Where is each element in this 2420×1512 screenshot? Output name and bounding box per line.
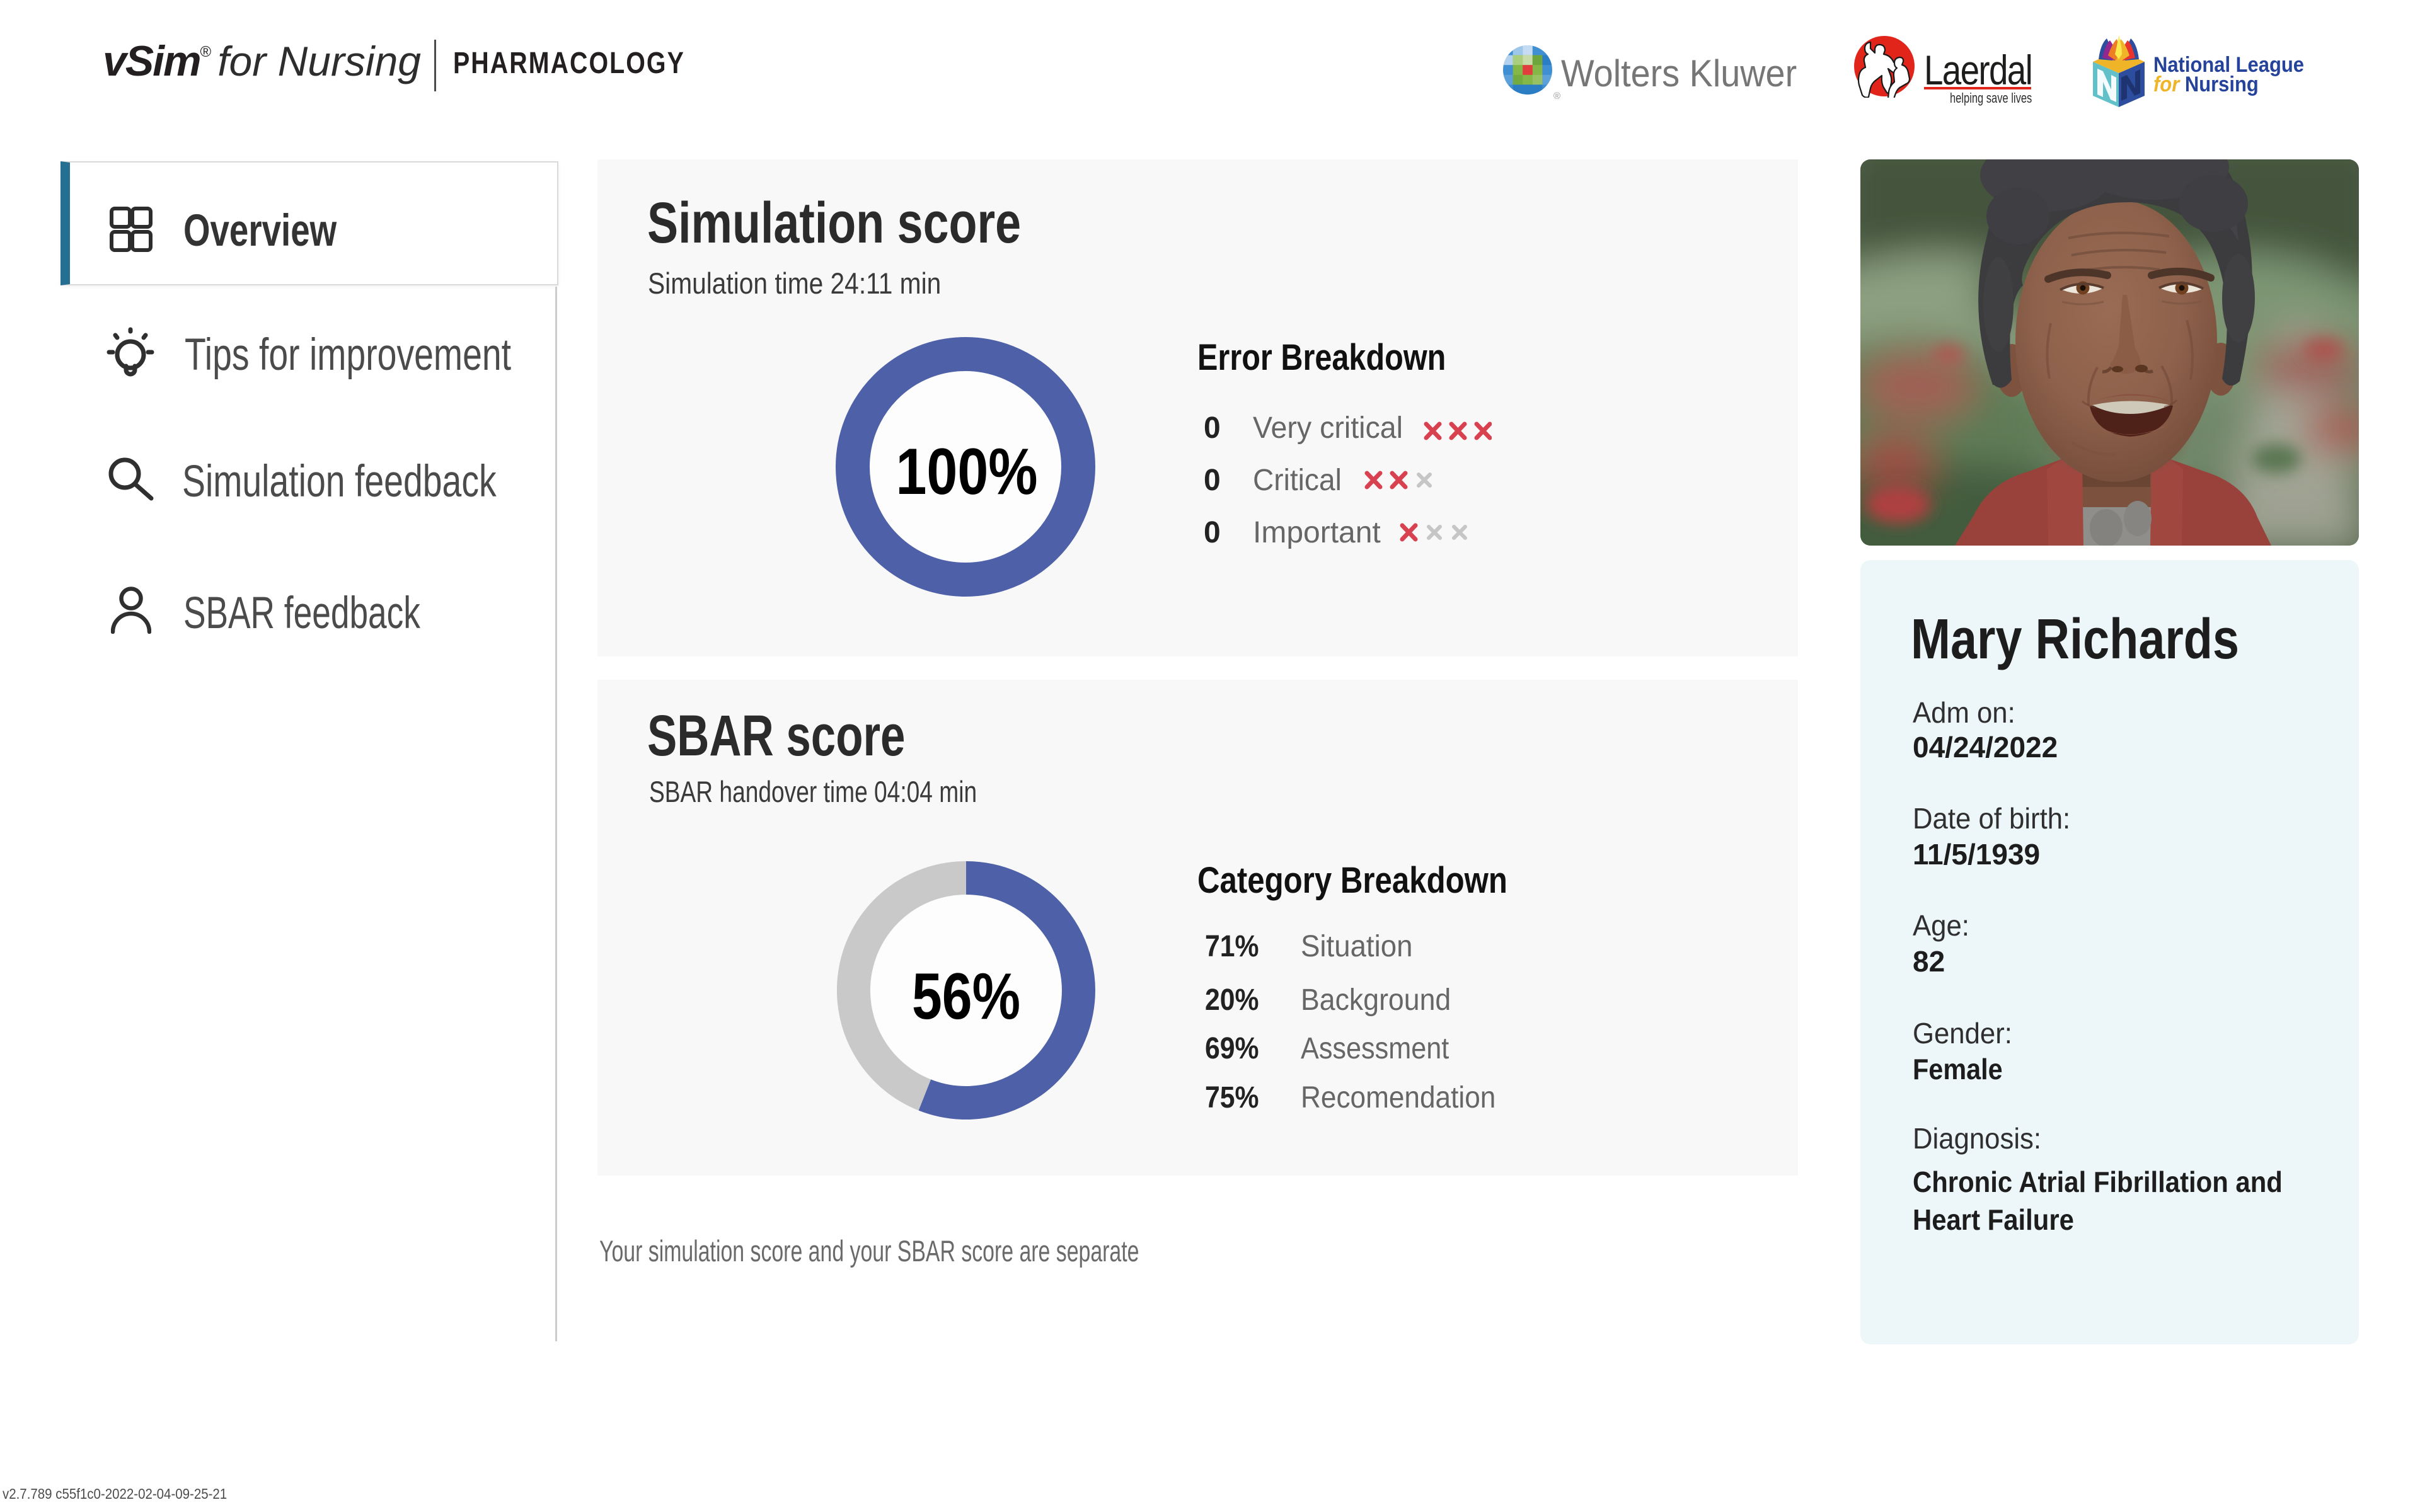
svg-text:®: ® [1553, 91, 1560, 100]
